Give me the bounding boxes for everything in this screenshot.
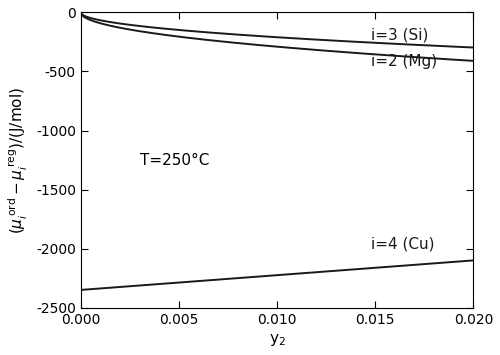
Text: i=4 (Cu): i=4 (Cu) xyxy=(372,236,435,251)
Text: i=2 (Mg): i=2 (Mg) xyxy=(372,54,438,69)
Y-axis label: $(\mu_i^{\,\mathrm{ord}}-\mu_i^{\,\mathrm{reg}})$/(J/mol): $(\mu_i^{\,\mathrm{ord}}-\mu_i^{\,\mathr… xyxy=(7,87,30,234)
Text: T=250°C: T=250°C xyxy=(140,153,209,168)
Text: i=3 (Si): i=3 (Si) xyxy=(372,28,428,43)
X-axis label: y$_2$: y$_2$ xyxy=(268,332,285,348)
